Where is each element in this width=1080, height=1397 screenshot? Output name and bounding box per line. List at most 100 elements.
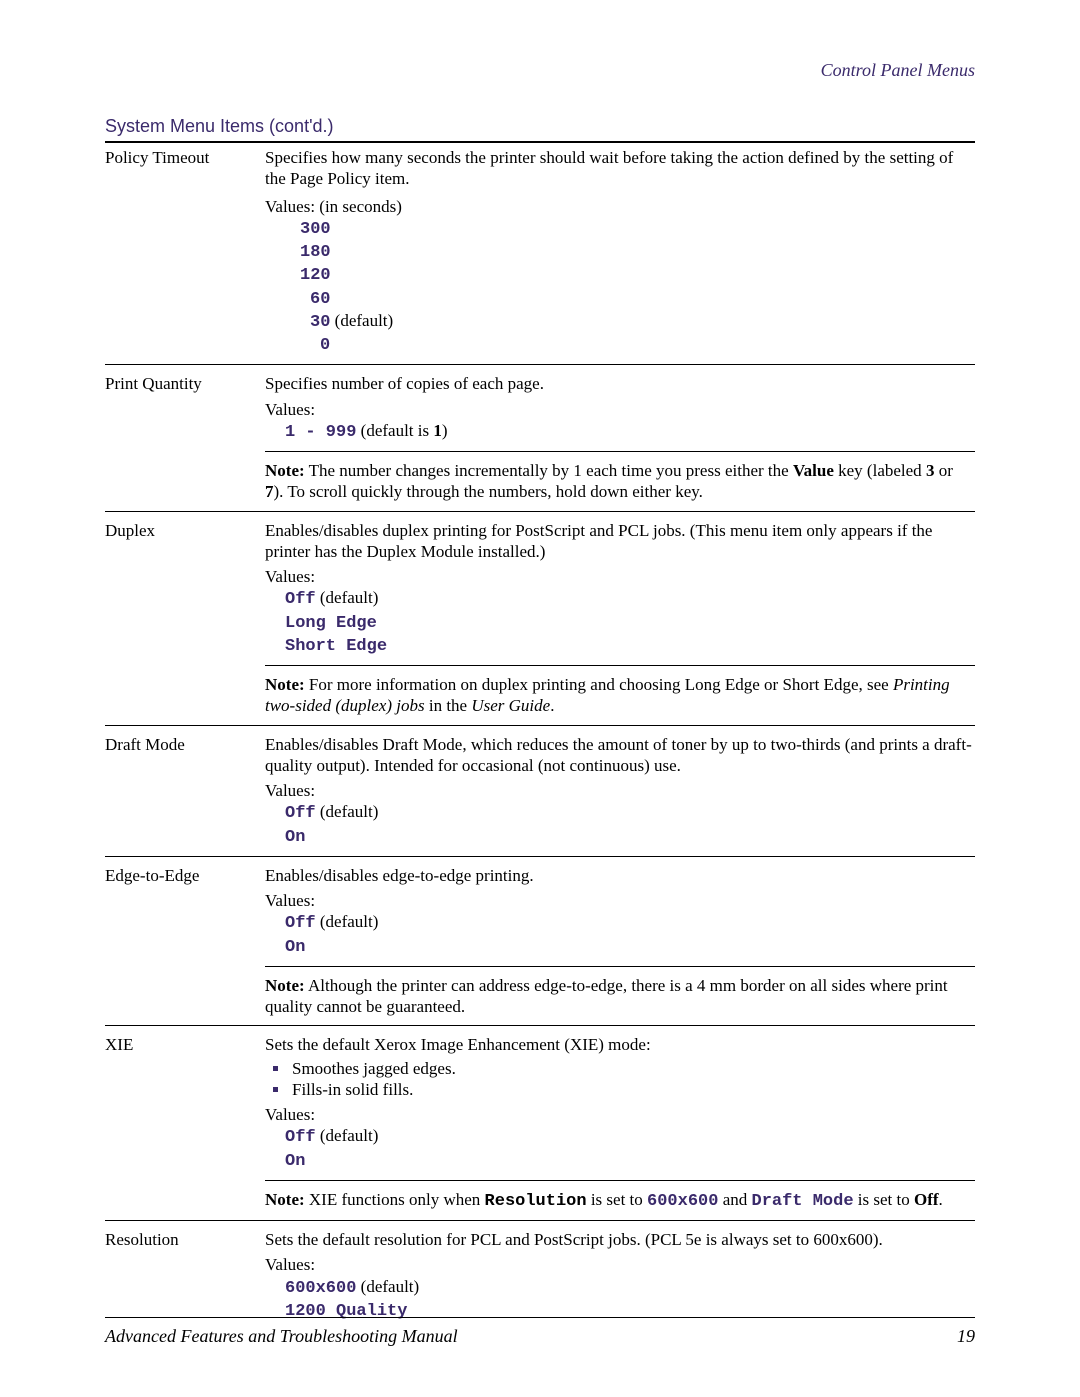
value-option: Off [285,1128,316,1147]
table-row: XIE Sets the default Xerox Image Enhance… [105,1030,975,1176]
item-desc: Specifies number of copies of each page.… [265,369,975,447]
page-number: 19 [957,1326,975,1347]
ref-title: User Guide [471,696,550,715]
values-label: Values: [265,566,975,587]
setting-value: Off [914,1190,939,1209]
default-label: (default) [356,1277,419,1296]
default-label: (default) [330,311,393,330]
item-desc: Sets the default Xerox Image Enhancement… [265,1030,975,1176]
table-row: Edge-to-Edge Enables/disables edge-to-ed… [105,861,975,962]
setting-value: 600x600 [647,1192,718,1211]
note-cell: Note: For more information on duplex pri… [265,670,975,721]
header-section: Control Panel Menus [105,60,975,81]
item-name: XIE [105,1030,265,1176]
desc-text: Enables/disables duplex printing for Pos… [265,521,932,561]
value-option: 60 [310,290,330,309]
value-option: Short Edge [285,637,387,656]
values-block: Off (default) On [265,1125,975,1172]
bullet-text: Fills-in solid fills. [292,1080,413,1099]
table-row: Policy Timeout Specifies how many second… [105,143,975,360]
values-label: Values: [265,399,975,420]
close-paren: ) [442,421,448,440]
note-cell: Note: Although the printer can address e… [265,971,975,1022]
table-row: Note: Although the printer can address e… [105,971,975,1022]
value-option: Off [285,590,316,609]
values-block: Off (default) Long Edge Short Edge [265,587,975,657]
note-text: . [550,696,554,715]
table-row: Print Quantity Specifies number of copie… [105,369,975,447]
values-label: Values: [265,1104,975,1125]
value-option: Off [285,804,316,823]
values-label: Values: (in seconds) [265,196,975,217]
default-label: (default) [316,802,379,821]
note-cell: Note: XIE functions only when Resolution… [265,1185,975,1216]
value-option: 600x600 [285,1279,356,1298]
item-name: Edge-to-Edge [105,861,265,962]
values-label: Values: [265,780,975,801]
note-text: is set to [854,1190,914,1209]
desc-text: Specifies number of copies of each page. [265,374,544,393]
menu-table: Policy Timeout Specifies how many second… [105,143,975,1326]
value-option: 1 - 999 [285,423,356,442]
desc-text: Enables/disables edge-to-edge printing. [265,866,534,885]
note-text: XIE functions only when [305,1190,485,1209]
values-block: 300 180 120 60 30 (default) 0 [265,217,975,357]
note-text: and [718,1190,751,1209]
bullet-text: Smoothes jagged edges. [292,1059,456,1078]
value-option: 120 [300,266,331,285]
setting-name: Draft Mode [752,1192,854,1211]
item-desc: Enables/disables Draft Mode, which reduc… [265,730,975,852]
key-name: Value [793,461,834,480]
list-item: Fills-in solid fills. [290,1079,975,1100]
note-label: Note: [265,675,305,694]
item-name: Resolution [105,1225,265,1326]
note-text: Although the printer can address edge-to… [265,976,948,1016]
note-text: . [939,1190,943,1209]
table-row: Draft Mode Enables/disables Draft Mode, … [105,730,975,852]
desc-text: Specifies how many seconds the printer s… [265,148,953,188]
value-option: On [285,938,305,957]
default-label: (default is [356,421,433,440]
value-option: On [285,1152,305,1171]
note-text: or [934,461,952,480]
note-cell: Note: The number changes incrementally b… [265,456,975,507]
item-desc: Enables/disables duplex printing for Pos… [265,516,975,662]
page-footer: Advanced Features and Troubleshooting Ma… [105,1317,975,1347]
item-desc: Sets the default resolution for PCL and … [265,1225,975,1326]
value-option: On [285,828,305,847]
value-option: 180 [300,243,331,262]
note-text: in the [425,696,472,715]
default-label: (default) [316,1126,379,1145]
key-label: 7 [265,482,274,501]
values-label: Values: [265,890,975,911]
value-option: 30 [310,313,330,332]
table-row: Duplex Enables/disables duplex printing … [105,516,975,662]
values-label: Values: [265,1254,975,1275]
note-label: Note: [265,976,305,995]
item-name: Draft Mode [105,730,265,852]
setting-name: Resolution [485,1192,587,1211]
table-row: Resolution Sets the default resolution f… [105,1225,975,1326]
table-row: Note: For more information on duplex pri… [105,670,975,721]
note-text: key (labeled [834,461,926,480]
desc-text: Sets the default resolution for PCL and … [265,1230,883,1249]
values-block: Off (default) On [265,911,975,958]
item-name: Policy Timeout [105,143,265,360]
table-row: Note: XIE functions only when Resolution… [105,1185,975,1216]
value-option: 300 [300,220,331,239]
default-label: (default) [316,588,379,607]
value-option: Off [285,914,316,933]
bullet-list: Smoothes jagged edges. Fills-in solid fi… [265,1058,975,1101]
note-text: ). To scroll quickly through the numbers… [274,482,703,501]
value-option: Long Edge [285,614,377,633]
section-title: System Menu Items (cont'd.) [105,116,975,137]
values-block: Off (default) On [265,801,975,848]
note-text: is set to [587,1190,647,1209]
item-name: Duplex [105,516,265,662]
item-name: Print Quantity [105,369,265,447]
footer-title: Advanced Features and Troubleshooting Ma… [105,1326,458,1347]
list-item: Smoothes jagged edges. [290,1058,975,1079]
item-desc: Enables/disables edge-to-edge printing. … [265,861,975,962]
values-block: 1 - 999 (default is 1) [265,420,975,443]
values-block: 600x600 (default) 1200 Quality [265,1276,975,1323]
